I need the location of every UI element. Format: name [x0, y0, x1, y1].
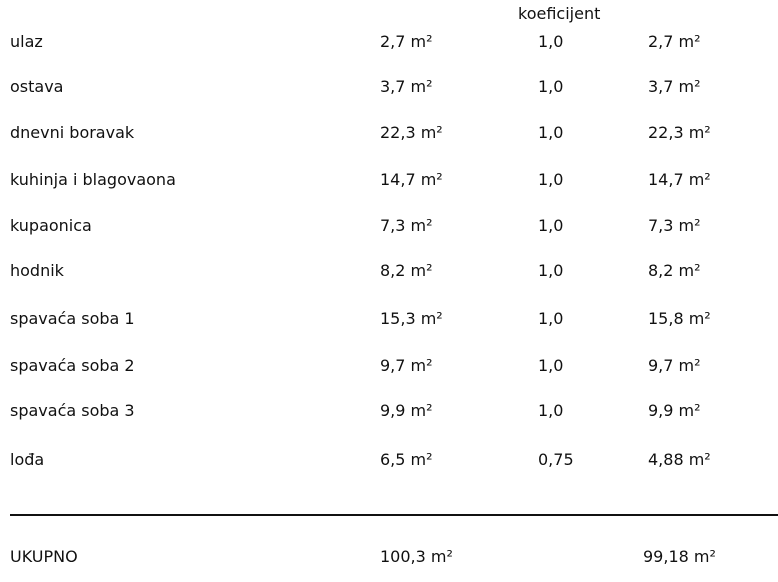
weighted-area: 9,9 m² [648, 401, 701, 420]
coefficient: 1,0 [538, 309, 564, 328]
room-area: 22,3 m² [380, 123, 443, 142]
room-name: kuhinja i blagovaona [10, 170, 176, 189]
weighted-area: 3,7 m² [648, 77, 701, 96]
room-name: ulaz [10, 32, 43, 51]
room-area: 9,9 m² [380, 401, 433, 420]
room-name: lođa [10, 450, 45, 469]
divider [10, 514, 778, 516]
coefficient: 1,0 [538, 261, 564, 280]
room-name: ostava [10, 77, 64, 96]
total-label: UKUPNO [10, 547, 78, 566]
coefficient: 1,0 [538, 216, 564, 235]
coefficient: 1,0 [538, 123, 564, 142]
weighted-area: 8,2 m² [648, 261, 701, 280]
coefficient: 1,0 [538, 170, 564, 189]
room-area: 6,5 m² [380, 450, 433, 469]
coefficient: 0,75 [538, 450, 574, 469]
weighted-area: 2,7 m² [648, 32, 701, 51]
room-area: 8,2 m² [380, 261, 433, 280]
total-result: 99,18 m² [643, 547, 716, 566]
weighted-area: 15,8 m² [648, 309, 711, 328]
room-name: kupaonica [10, 216, 92, 235]
coefficient: 1,0 [538, 77, 564, 96]
room-area: 9,7 m² [380, 356, 433, 375]
weighted-area: 7,3 m² [648, 216, 701, 235]
coefficient: 1,0 [538, 356, 564, 375]
room-name: dnevni boravak [10, 123, 135, 142]
room-area: 15,3 m² [380, 309, 443, 328]
total-area: 100,3 m² [380, 547, 453, 566]
room-name: spavaća soba 2 [10, 356, 135, 375]
coefficient: 1,0 [538, 32, 564, 51]
room-name: spavaća soba 1 [10, 309, 135, 328]
coefficient: 1,0 [538, 401, 564, 420]
weighted-area: 9,7 m² [648, 356, 701, 375]
room-area: 7,3 m² [380, 216, 433, 235]
weighted-area: 14,7 m² [648, 170, 711, 189]
room-area: 3,7 m² [380, 77, 433, 96]
column-header: koeficijent [518, 4, 601, 23]
weighted-area: 22,3 m² [648, 123, 711, 142]
room-area: 2,7 m² [380, 32, 433, 51]
room-area: 14,7 m² [380, 170, 443, 189]
room-name: hodnik [10, 261, 64, 280]
weighted-area: 4,88 m² [648, 450, 711, 469]
room-name: spavaća soba 3 [10, 401, 135, 420]
